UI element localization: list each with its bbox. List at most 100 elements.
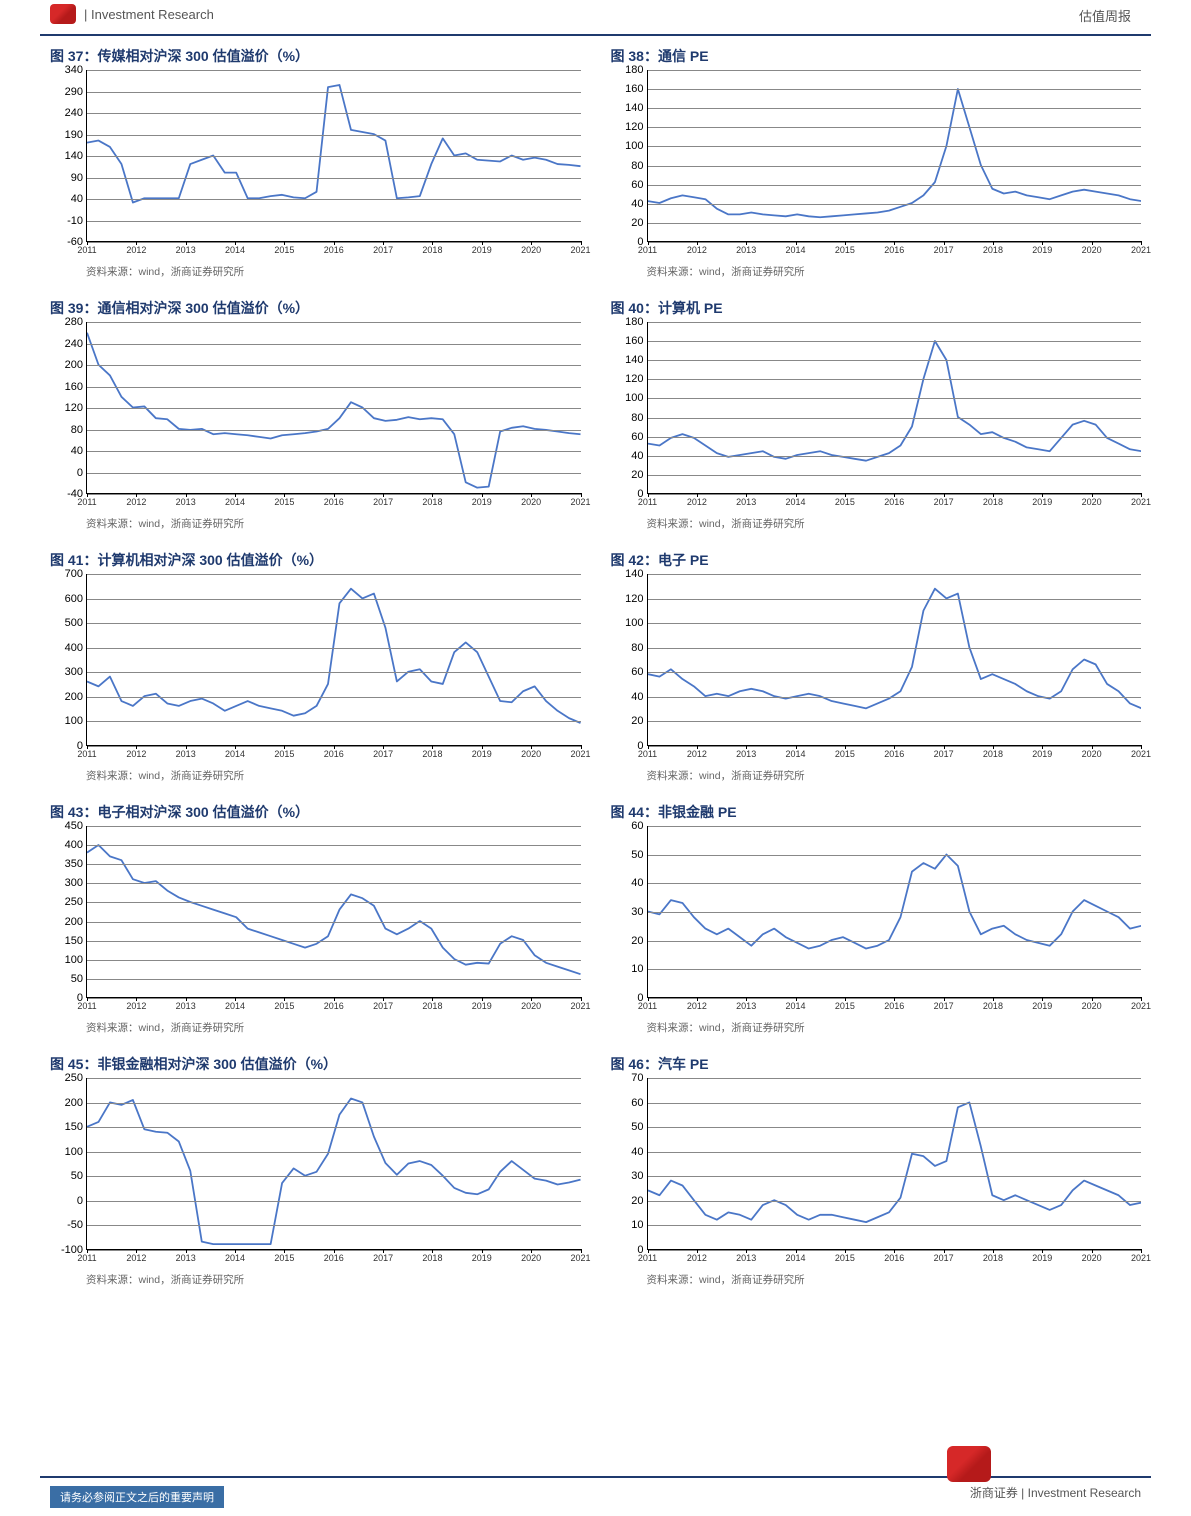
footer-disclaimer: 请务必参阅正文之后的重要声明 [50,1486,224,1508]
y-axis-label: -50 [67,1219,87,1231]
x-axis: 2011201220132014201520162017201820192020… [87,745,581,765]
y-axis-label: 0 [77,467,87,479]
chart-cell: 图 42：电子 PE020406080100120140201120122013… [611,550,1142,796]
y-axis-label: 10 [631,1219,647,1231]
y-axis-label: 50 [71,1170,87,1182]
y-axis-label: 100 [625,392,647,404]
page-footer: 请务必参阅正文之后的重要声明 浙商证券 | Investment Researc… [0,1456,1191,1516]
chart-source: 资料来源：wind，浙商证券研究所 [86,1020,581,1034]
grid-line [87,1201,581,1202]
x-axis: 2011201220132014201520162017201820192020… [87,241,581,261]
x-axis-label: 2018 [422,1253,442,1263]
grid-line [87,70,581,71]
logo-icon [50,4,76,24]
x-axis-label: 2019 [472,497,492,507]
grid-line [87,113,581,114]
x-axis-label: 2018 [983,749,1003,759]
x-axis-label: 2014 [225,245,245,255]
y-axis-label: 30 [631,906,647,918]
y-axis-label: 60 [631,666,647,678]
y-axis-label: 60 [631,1097,647,1109]
grid-line [87,322,581,323]
grid-line [648,883,1142,884]
y-axis-label: 20 [631,217,647,229]
x-axis-label: 2019 [472,1253,492,1263]
grid-line [648,1103,1142,1104]
grid-line [648,418,1142,419]
chart-line [648,1078,1142,1249]
x-axis-label: 2020 [521,245,541,255]
x-axis: 2011201220132014201520162017201820192020… [87,997,581,1017]
x-axis-label: 2011 [638,1253,657,1263]
x-axis-label: 2021 [1131,749,1151,759]
x-axis-label: 2021 [570,1253,590,1263]
x-axis-label: 2020 [1082,245,1102,255]
x-axis-label: 2011 [638,497,657,507]
grid-line [648,1225,1142,1226]
grid-line [648,223,1142,224]
grid-line [87,430,581,431]
x-axis-label: 2016 [324,245,344,255]
x-axis-label: 2016 [324,1001,344,1011]
x-axis-label: 2014 [786,749,806,759]
x-axis-label: 2018 [983,245,1003,255]
grid-line [648,599,1142,600]
chart-row: 图 45：非银金融相对沪深 300 估值溢价（%）-100-5005010015… [50,1054,1141,1300]
y-axis-label: 140 [625,568,647,580]
x-axis-label: 2013 [736,497,756,507]
x-axis-label: 2019 [1032,1253,1052,1263]
x-axis-label: 2017 [373,1253,393,1263]
grid-line [648,146,1142,147]
grid-line [648,322,1142,323]
y-axis-label: 250 [65,896,87,908]
header-left: | Investment Research [50,4,214,24]
y-axis-label: 120 [625,373,647,385]
y-axis-label: 150 [65,935,87,947]
grid-line [648,204,1142,205]
chart-title: 图 43：电子相对沪深 300 估值溢价（%） [50,802,581,820]
grid-line [87,979,581,980]
x-axis-label: 2013 [736,245,756,255]
y-axis-label: 400 [65,839,87,851]
grid-line [648,826,1142,827]
y-axis-label: 70 [631,1072,647,1084]
grid-line [87,156,581,157]
grid-line [87,960,581,961]
chart-title: 图 42：电子 PE [611,550,1142,568]
grid-line [87,1152,581,1153]
x-axis-label: 2019 [472,245,492,255]
y-axis-label: 190 [65,129,87,141]
x-axis-label: 2020 [1082,497,1102,507]
y-axis-label: 10 [631,963,647,975]
chart-title: 图 40：计算机 PE [611,298,1142,316]
y-axis-label: 160 [625,83,647,95]
x-axis: 2011201220132014201520162017201820192020… [648,493,1142,513]
chart-title: 图 46：汽车 PE [611,1054,1142,1072]
chart-source: 资料来源：wind，浙商证券研究所 [647,768,1142,782]
chart-source: 资料来源：wind，浙商证券研究所 [86,264,581,278]
grid-line [87,135,581,136]
x-axis-label: 2020 [521,1001,541,1011]
y-axis-label: 100 [625,617,647,629]
x-axis-label: 2017 [934,497,954,507]
chart-title: 图 39：通信相对沪深 300 估值溢价（%） [50,298,581,316]
x-axis-label: 2016 [324,497,344,507]
x-axis-label: 2017 [934,1253,954,1263]
x-axis-label: 2011 [77,749,96,759]
x-axis-label: 2013 [736,1253,756,1263]
y-axis-label: 700 [65,568,87,580]
chart-title: 图 41：计算机相对沪深 300 估值溢价（%） [50,550,581,568]
x-axis-label: 2012 [687,1253,707,1263]
x-axis-label: 2018 [422,245,442,255]
x-axis-label: 2017 [934,245,954,255]
y-axis-label: 90 [71,172,87,184]
y-axis-label: 600 [65,593,87,605]
chart-cell: 图 40：计算机 PE02040608010012014016018020112… [611,298,1142,544]
grid-line [648,185,1142,186]
grid-line [648,623,1142,624]
grid-line [87,941,581,942]
y-axis-label: 200 [65,359,87,371]
x-axis-label: 2013 [176,749,196,759]
header-divider [40,34,1151,36]
x-axis-label: 2017 [373,749,393,759]
